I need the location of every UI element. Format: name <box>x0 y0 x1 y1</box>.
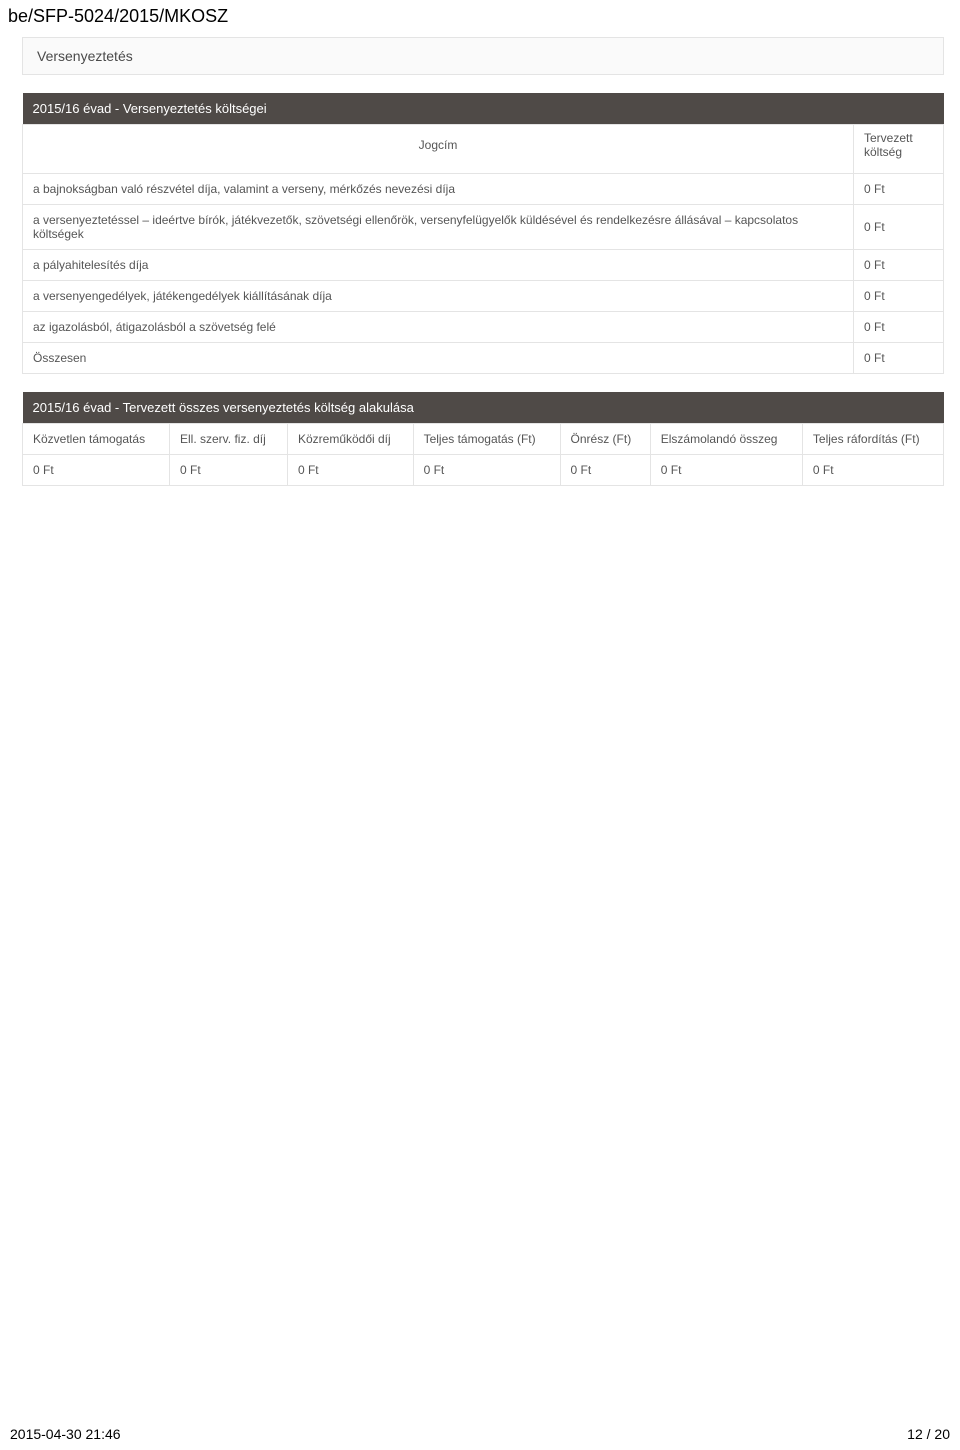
row-value: 0 Ft <box>854 343 944 374</box>
table-row: a versenyengedélyek, játékengedélyek kiá… <box>23 281 944 312</box>
summary-col: Önrész (Ft) <box>560 424 650 455</box>
summary-title: 2015/16 évad - Tervezett összes versenye… <box>23 392 944 424</box>
summary-col: Közvetlen támogatás <box>23 424 170 455</box>
summary-table: 2015/16 évad - Tervezett összes versenye… <box>22 392 944 486</box>
summary-col: Teljes támogatás (Ft) <box>413 424 560 455</box>
row-value: 0 Ft <box>854 205 944 250</box>
table-row: Összesen 0 Ft <box>23 343 944 374</box>
table-row: a versenyeztetéssel – ideértve bírók, já… <box>23 205 944 250</box>
table-header-row: Jogcím Tervezett költség <box>23 125 944 174</box>
page-footer: 2015-04-30 21:46 12 / 20 <box>0 1420 960 1450</box>
table-row: az igazolásból, átigazolásból a szövetsé… <box>23 312 944 343</box>
summary-col: Elszámolandó összeg <box>650 424 802 455</box>
row-label: a versenyengedélyek, játékengedélyek kiá… <box>23 281 854 312</box>
summary-cell: 0 Ft <box>560 455 650 486</box>
costs-table: 2015/16 évad - Versenyeztetés költségei … <box>22 93 944 374</box>
summary-cell: 0 Ft <box>23 455 170 486</box>
summary-col: Ell. szerv. fiz. díj <box>170 424 288 455</box>
summary-cell: 0 Ft <box>413 455 560 486</box>
row-label: az igazolásból, átigazolásból a szövetsé… <box>23 312 854 343</box>
summary-cell: 0 Ft <box>650 455 802 486</box>
col-tervezett: Tervezett költség <box>854 125 944 174</box>
row-value: 0 Ft <box>854 312 944 343</box>
summary-col: Közreműködői díj <box>287 424 413 455</box>
document-id: be/SFP-5024/2015/MKOSZ <box>0 0 960 37</box>
table-row: a bajnokságban való részvétel díja, vala… <box>23 174 944 205</box>
content-area: Versenyeztetés 2015/16 évad - Versenyezt… <box>0 37 960 486</box>
section-title-box: Versenyeztetés <box>22 37 944 75</box>
row-label: a pályahitelesítés díja <box>23 250 854 281</box>
footer-page: 12 / 20 <box>907 1426 950 1442</box>
row-label: a bajnokságban való részvétel díja, vala… <box>23 174 854 205</box>
row-value: 0 Ft <box>854 174 944 205</box>
summary-title-row: 2015/16 évad - Tervezett összes versenye… <box>23 392 944 424</box>
summary-cell: 0 Ft <box>287 455 413 486</box>
col-jogcim: Jogcím <box>23 125 854 174</box>
row-label: Összesen <box>23 343 854 374</box>
footer-timestamp: 2015-04-30 21:46 <box>10 1426 121 1442</box>
table-title-row: 2015/16 évad - Versenyeztetés költségei <box>23 93 944 125</box>
table-row: a pályahitelesítés díja 0 Ft <box>23 250 944 281</box>
summary-col: Teljes ráfordítás (Ft) <box>802 424 943 455</box>
summary-cell: 0 Ft <box>170 455 288 486</box>
table-title: 2015/16 évad - Versenyeztetés költségei <box>23 93 944 125</box>
row-value: 0 Ft <box>854 250 944 281</box>
summary-cell: 0 Ft <box>802 455 943 486</box>
row-label: a versenyeztetéssel – ideértve bírók, já… <box>23 205 854 250</box>
summary-data-row: 0 Ft 0 Ft 0 Ft 0 Ft 0 Ft 0 Ft 0 Ft <box>23 455 944 486</box>
summary-header-row: Közvetlen támogatás Ell. szerv. fiz. díj… <box>23 424 944 455</box>
section-title: Versenyeztetés <box>37 48 133 64</box>
row-value: 0 Ft <box>854 281 944 312</box>
